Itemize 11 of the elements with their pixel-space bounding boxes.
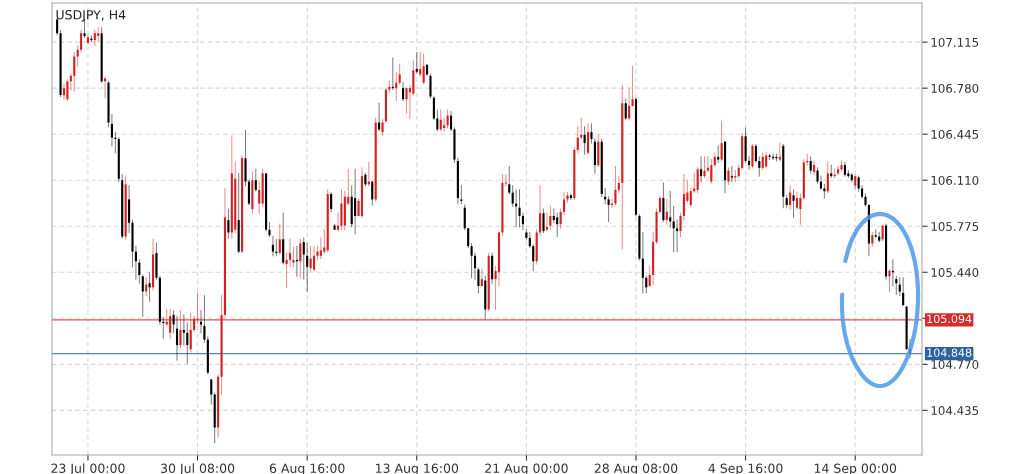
- ref-line-label: 105.094: [927, 314, 972, 324]
- ref-line-label: 104.848: [927, 348, 972, 357]
- y-tick-label: 105.775: [931, 221, 979, 231]
- y-tick-label: 106.780: [931, 83, 979, 93]
- y-tick-label: 106.110: [931, 175, 979, 185]
- text: USDJPY, H4: [56, 10, 126, 22]
- y-tick-label: 107.115: [931, 37, 979, 47]
- y-tick-label: 105.440: [931, 268, 979, 277]
- y-tick-label: 104.435: [931, 406, 979, 415]
- y-tick-label: 104.770: [931, 360, 979, 369]
- y-tick-label: 106.445: [931, 129, 979, 139]
